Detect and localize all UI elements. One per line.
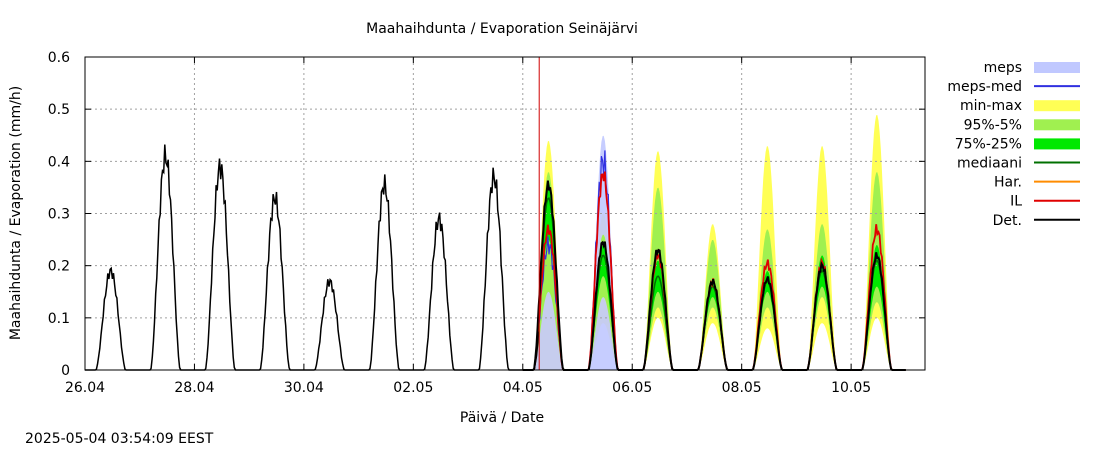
legend-swatch-p75_25: [1034, 138, 1080, 150]
y-tick-label: 0.2: [48, 259, 70, 275]
band-75-25: [522, 182, 578, 370]
y-tick-label: 0.5: [48, 102, 70, 118]
band-75-25: [577, 245, 633, 370]
band-95-5: [741, 229, 797, 370]
x-tick-label: 10.05: [831, 380, 871, 396]
legend-label-meps_med: meps-med: [947, 79, 1022, 95]
band-75-25: [632, 260, 687, 370]
x-tick-label: 02.05: [393, 380, 433, 396]
chart-title: Maahaihdunta / Evaporation Seinäjärvi: [366, 21, 638, 37]
y-tick-label: 0.6: [48, 50, 70, 66]
legend-label-p95_5: 95%-5%: [964, 117, 1022, 133]
legend-label-mediaani: mediaani: [957, 156, 1022, 172]
legend-label-det: Det.: [993, 213, 1022, 229]
legend-swatch-meps: [1034, 62, 1080, 73]
band-75-25: [796, 255, 852, 370]
band-95-5: [796, 224, 852, 370]
band-75-25: [851, 245, 906, 370]
band-95-5: [687, 239, 742, 370]
legend-label-minmax: min-max: [960, 98, 1022, 114]
legend-label-il: IL: [1010, 194, 1022, 210]
band-95-5: [522, 172, 578, 370]
legend-label-har: Har.: [994, 175, 1022, 191]
band-75-25: [741, 271, 797, 370]
y-axis-label: Maahaihdunta / Evaporation (mm/h): [8, 86, 24, 340]
x-tick-label: 28.04: [174, 380, 214, 396]
line-observed: [85, 144, 540, 371]
y-tick-label: 0.3: [48, 207, 70, 223]
y-tick-label: 0: [61, 363, 70, 379]
legend-label-meps: meps: [984, 60, 1022, 76]
axis-ticks: 0 0.1 0.2 0.3 0.4 0.5 0.6 26.04 28.04 30.04 02.05 0…: [48, 50, 925, 396]
legend-swatch-p95_5: [1034, 119, 1080, 131]
y-tick-label: 0.4: [48, 154, 70, 170]
x-tick-label: 08.05: [722, 380, 762, 396]
legend-swatch-minmax: [1034, 100, 1080, 112]
timestamp: 2025-05-04 03:54:09 EEST: [25, 431, 214, 447]
band-75-25: [687, 281, 742, 370]
x-tick-label: 26.04: [65, 380, 105, 396]
legend-label-p75_25: 75%-25%: [955, 136, 1022, 152]
legend: meps meps-med min-max 95%-5% 75%-25% mediaani…: [947, 60, 1080, 229]
x-tick-label: 06.05: [612, 380, 652, 396]
x-tick-label: 30.04: [284, 380, 324, 396]
x-axis-label: Päivä / Date: [460, 410, 544, 426]
x-tick-label: 04.05: [503, 380, 543, 396]
y-tick-label: 0.1: [48, 311, 70, 327]
forecast-bands: [522, 115, 906, 370]
